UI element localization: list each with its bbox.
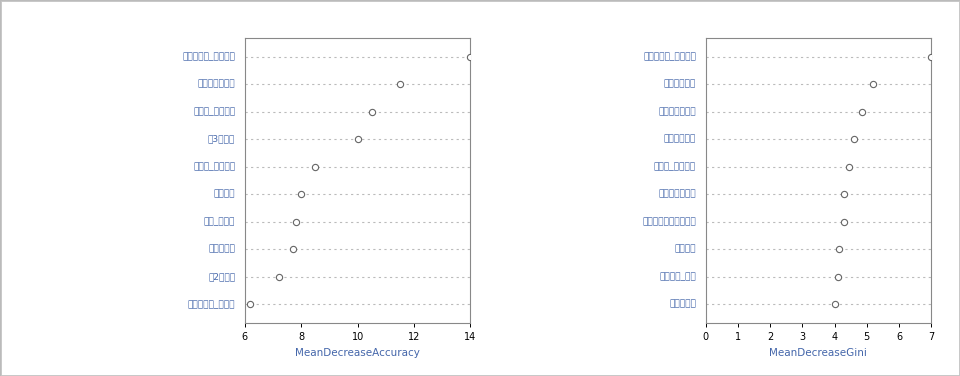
Text: 도서관좌석수: 도서관좌석수 xyxy=(663,80,696,89)
Text: 월평균가구소득: 월평균가구소득 xyxy=(659,190,696,199)
Text: 공동체_협력학습: 공동체_협력학습 xyxy=(193,162,235,171)
Text: 민주시민성_공동체성: 민주시민성_공동체성 xyxy=(182,52,235,61)
Text: 석사교원수: 석사교원수 xyxy=(208,245,235,254)
Text: 도서관장서수: 도서관장서수 xyxy=(663,135,696,144)
Text: 석사교원수: 석사교원수 xyxy=(669,300,696,309)
Text: 학교용지_총계: 학교용지_총계 xyxy=(660,272,696,281)
X-axis label: MeanDecreaseAccuracy: MeanDecreaseAccuracy xyxy=(295,348,420,358)
Text: 졸업자수: 졸업자수 xyxy=(214,190,235,199)
Text: 학생참여형수업: 학생참여형수업 xyxy=(659,107,696,116)
Text: 공동체_참여의식: 공동체_참여의식 xyxy=(654,162,696,171)
Text: 교원용컴퓨터보유현황: 교원용컴퓨터보유현황 xyxy=(642,217,696,226)
Text: 진로성숙도_계획성: 진로성숙도_계획성 xyxy=(188,300,235,309)
Text: 민주시민성_공동체성: 민주시민성_공동체성 xyxy=(643,52,696,61)
Text: 공동체_참여의식: 공동체_참여의식 xyxy=(193,107,235,116)
Text: 고2학생수: 고2학생수 xyxy=(208,272,235,281)
Text: 창의_탐구심: 창의_탐구심 xyxy=(204,217,235,226)
Text: 고3학생수: 고3학생수 xyxy=(208,135,235,144)
Text: 학생참여형수업: 학생참여형수업 xyxy=(198,80,235,89)
Text: 수업태도: 수업태도 xyxy=(675,245,696,254)
X-axis label: MeanDecreaseGini: MeanDecreaseGini xyxy=(770,348,867,358)
